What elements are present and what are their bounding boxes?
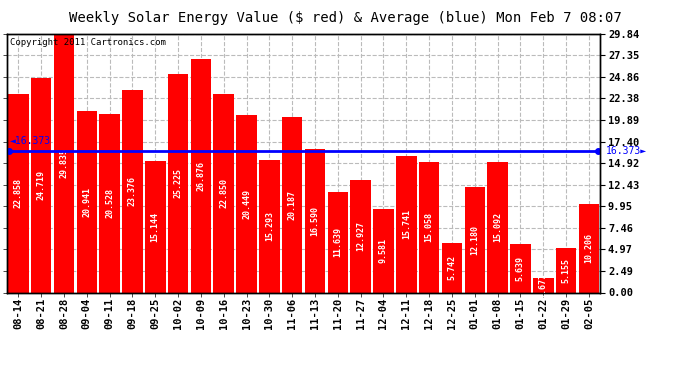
Text: 20.528: 20.528 <box>105 189 114 219</box>
Bar <box>351 180 371 292</box>
Bar <box>259 160 279 292</box>
Text: 15.144: 15.144 <box>150 212 160 242</box>
Bar <box>442 243 462 292</box>
Text: 23.376: 23.376 <box>128 176 137 206</box>
Text: 15.092: 15.092 <box>493 212 502 242</box>
Bar <box>77 111 97 292</box>
Text: 11.639: 11.639 <box>333 227 342 257</box>
Bar <box>305 148 325 292</box>
Text: 20.941: 20.941 <box>82 187 91 217</box>
Bar <box>236 115 257 292</box>
Text: 16.373►: 16.373► <box>607 146 647 156</box>
Text: 16.590: 16.590 <box>310 206 319 236</box>
Bar <box>419 162 440 292</box>
Bar <box>396 156 417 292</box>
Text: 15.293: 15.293 <box>265 211 274 241</box>
Bar <box>282 117 302 292</box>
Bar <box>54 34 75 292</box>
Text: 26.876: 26.876 <box>197 161 206 191</box>
Text: Copyright 2011 Cartronics.com: Copyright 2011 Cartronics.com <box>10 38 166 46</box>
Text: 1.677: 1.677 <box>539 273 548 298</box>
Bar <box>464 187 485 292</box>
Bar <box>31 78 51 292</box>
Bar <box>579 204 599 292</box>
Text: 12.180: 12.180 <box>471 225 480 255</box>
Bar <box>373 209 394 292</box>
Text: 9.581: 9.581 <box>379 238 388 264</box>
Text: 5.742: 5.742 <box>447 255 457 280</box>
Text: 24.719: 24.719 <box>37 170 46 200</box>
Bar <box>190 60 211 292</box>
Bar <box>533 278 553 292</box>
Text: 5.639: 5.639 <box>516 255 525 280</box>
Text: 20.187: 20.187 <box>288 190 297 220</box>
Bar <box>99 114 120 292</box>
Text: 20.449: 20.449 <box>242 189 251 219</box>
Bar <box>328 192 348 292</box>
Bar <box>213 94 234 292</box>
Text: 29.835: 29.835 <box>59 148 68 178</box>
Text: 12.927: 12.927 <box>356 222 365 252</box>
Bar <box>510 244 531 292</box>
Text: 22.858: 22.858 <box>14 178 23 209</box>
Text: 5.155: 5.155 <box>562 258 571 283</box>
Bar <box>556 248 576 292</box>
Bar <box>168 74 188 292</box>
Text: 15.741: 15.741 <box>402 209 411 239</box>
Bar <box>8 94 28 292</box>
Text: 10.206: 10.206 <box>584 233 593 263</box>
Text: 15.058: 15.058 <box>424 212 433 242</box>
Text: ◄16.373: ◄16.373 <box>10 136 52 146</box>
Text: Weekly Solar Energy Value ($ red) & Average (blue) Mon Feb 7 08:07: Weekly Solar Energy Value ($ red) & Aver… <box>68 11 622 25</box>
Bar <box>487 162 508 292</box>
Text: 25.225: 25.225 <box>174 168 183 198</box>
Bar <box>122 90 143 292</box>
Bar <box>145 161 166 292</box>
Text: 22.850: 22.850 <box>219 178 228 209</box>
